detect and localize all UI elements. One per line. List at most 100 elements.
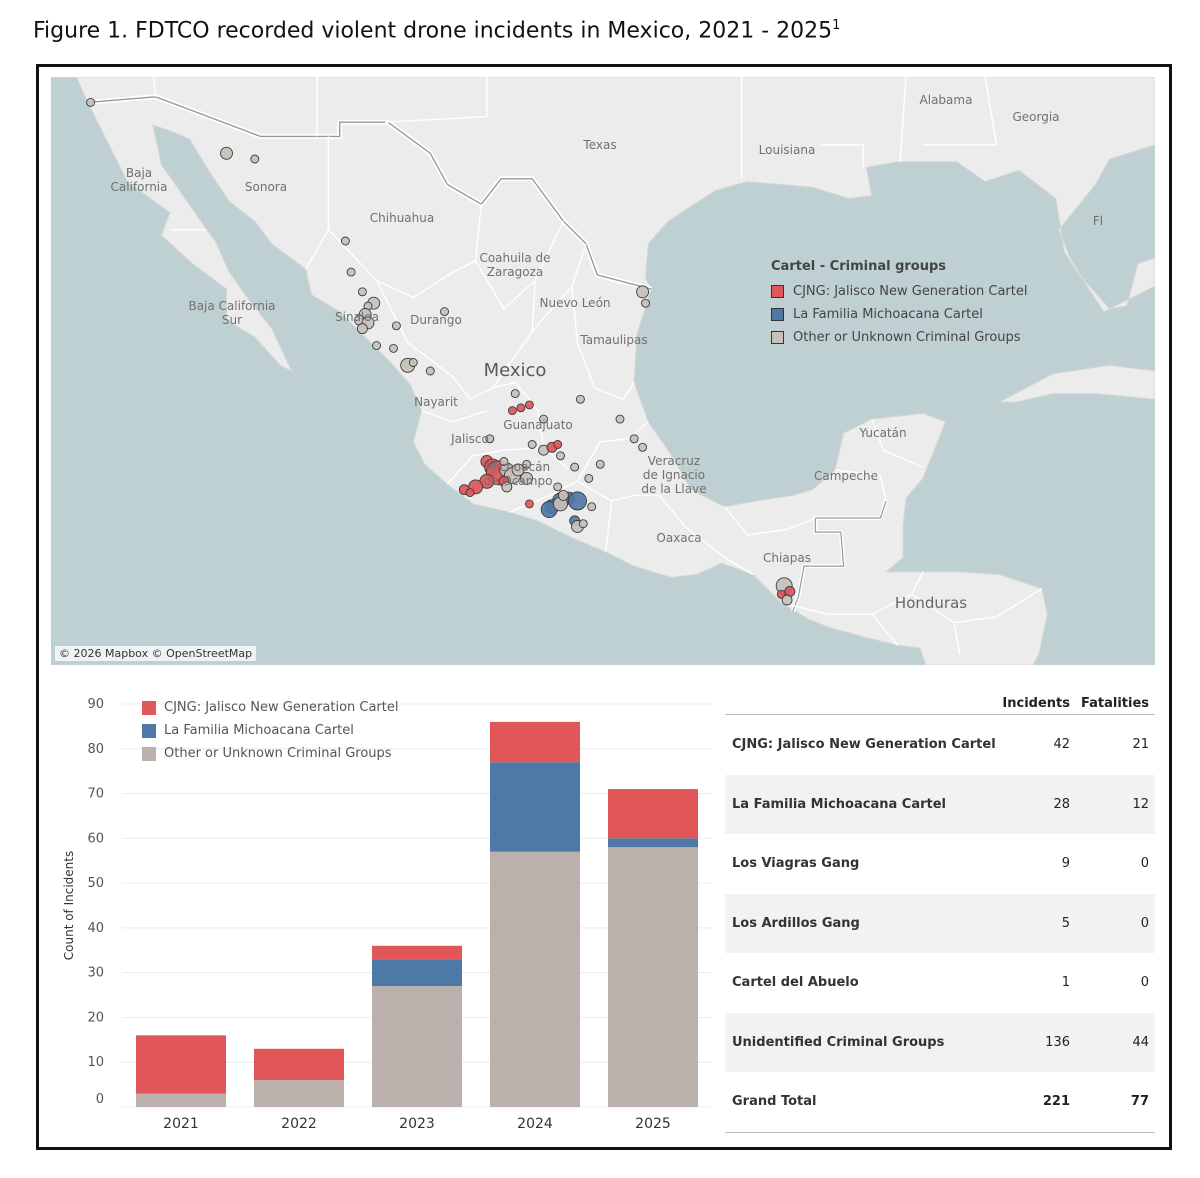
row-name: CJNG: Jalisco New Generation Cartel: [732, 737, 996, 752]
incident-marker-other: [584, 473, 594, 483]
map-label: Fl: [1092, 214, 1104, 228]
incident-marker-other: [629, 434, 639, 444]
bar-legend-item-other[interactable]: Other or Unknown Criminal Groups: [142, 742, 399, 765]
map-legend-label-cjng: CJNG: Jalisco New Generation Cartel: [793, 284, 1028, 299]
total-fatalities: 77: [1130, 1094, 1149, 1109]
y-tick-label: 80: [87, 742, 104, 757]
state-border: [835, 469, 887, 502]
incident-map[interactable]: Alabama Georgia Texas Louisiana Fl Baja Califo…: [51, 77, 1155, 665]
incident-marker-cjng: [553, 440, 563, 449]
state-border: [953, 622, 961, 654]
state-border: [384, 115, 487, 123]
table-row: CJNG: Jalisco New Generation Cartel 42 2…: [725, 715, 1155, 775]
map-legend-label-other: Other or Unknown Criminal Groups: [793, 330, 1021, 345]
incident-marker-cjng: [507, 406, 517, 416]
map-label: Mexico: [483, 360, 547, 381]
map-attribution[interactable]: © 2026 Mapbox © OpenStreetMap: [55, 646, 257, 661]
row-name: Unidentified Criminal Groups: [732, 1034, 945, 1050]
incident-marker-other: [570, 462, 580, 472]
map-label: Sonora: [244, 180, 288, 194]
map-legend-title: Cartel - Criminal groups: [771, 259, 947, 274]
incident-marker-other: [595, 459, 605, 469]
state-border: [659, 494, 754, 576]
bar-legend-label-other: Other or Unknown Criminal Groups: [164, 746, 392, 761]
map-label: Campeche: [813, 469, 879, 483]
table-header: Incidents Fatalities: [725, 690, 1155, 715]
state-border: [469, 280, 536, 400]
incident-marker-other: [501, 481, 513, 493]
map-legend: Cartel - Criminal groups CJNG: Jalisco N…: [771, 259, 1028, 349]
state-border: [474, 220, 565, 310]
map-label: Veracruz de Ignacio de la Llave: [641, 454, 707, 496]
incident-marker-cjng: [516, 403, 526, 413]
state-border: [781, 602, 898, 646]
map-legend-item-lfm[interactable]: La Familia Michoacana Cartel: [771, 303, 1028, 326]
state-border: [509, 480, 660, 513]
bar-legend-item-lfm[interactable]: La Familia Michoacana Cartel: [142, 719, 399, 742]
y-tick-label: 40: [87, 921, 104, 936]
bar-cjng-2024: [490, 721, 580, 763]
row-incidents: 5: [1061, 915, 1070, 931]
x-tick-label: 2021: [163, 1116, 199, 1132]
y-tick-label: 50: [87, 876, 104, 891]
state-border: [871, 418, 924, 468]
incident-marker-other: [408, 358, 418, 367]
incident-marker-other: [346, 267, 356, 277]
y-tick-label: 10: [87, 1055, 104, 1070]
row-fatalities: 0: [1140, 856, 1149, 871]
incident-marker-other: [86, 97, 96, 107]
incident-marker-cjng: [524, 499, 534, 509]
row-incidents: 42: [1053, 737, 1070, 752]
bar-legend-label-cjng: CJNG: Jalisco New Generation Cartel: [164, 700, 399, 715]
state-border: [594, 381, 635, 401]
map-label: Tamaulipas: [580, 333, 648, 347]
map-label: Nuevo León: [539, 296, 611, 310]
incident-marker-cjng: [524, 400, 534, 410]
incident-marker-other: [340, 236, 350, 246]
map-legend-item-other[interactable]: Other or Unknown Criminal Groups: [771, 326, 1028, 349]
incident-marker-other: [527, 440, 537, 449]
row-fatalities: 44: [1132, 1034, 1149, 1050]
map-label: Alabama: [919, 93, 973, 107]
bar-legend-swatch-lfm: [142, 723, 156, 738]
footnote-mark: 1: [832, 18, 841, 33]
incident-marker-other: [520, 471, 534, 485]
header-fatalities: Fatalities: [1080, 696, 1149, 711]
map-label: Georgia: [1012, 110, 1060, 124]
map-label: Louisiana: [758, 143, 816, 157]
map-legend-item-cjng[interactable]: CJNG: Jalisco New Generation Cartel: [771, 280, 1028, 303]
incident-marker-other: [372, 341, 381, 351]
total-incidents: 221: [1042, 1094, 1070, 1109]
incident-marker-lfm: [568, 491, 587, 511]
map-label: Yucatán: [859, 426, 907, 440]
map-label: Oaxaca: [656, 531, 702, 545]
row-fatalities: 0: [1140, 915, 1149, 931]
bar-other-2023: [372, 986, 462, 1107]
map-legend-swatch-other: [771, 331, 784, 344]
y-tick-label: 0: [96, 1092, 104, 1107]
bar-cjng-2025: [608, 789, 698, 839]
table-row: Cartel del Abuelo 1 0: [725, 953, 1155, 1013]
state-border: [911, 588, 1043, 624]
incident-marker-other: [575, 394, 585, 404]
table-total-row: Grand Total 221 77: [725, 1072, 1155, 1133]
table-row: Los Viagras Gang 9 0: [725, 834, 1155, 894]
state-border: [446, 446, 570, 485]
bar-cjng-2021: [136, 1035, 226, 1094]
incident-marker-other: [220, 146, 233, 160]
total-name: Grand Total: [732, 1094, 817, 1109]
state-border: [375, 280, 471, 400]
bar-other-2021: [136, 1093, 226, 1107]
bar-legend-item-cjng[interactable]: CJNG: Jalisco New Generation Cartel: [142, 696, 399, 719]
incident-marker-other: [636, 285, 650, 299]
map-label: Jalisco: [451, 432, 489, 446]
state-border: [492, 381, 545, 448]
incident-marker-other: [522, 459, 532, 469]
map-label: Chihuahua: [369, 211, 435, 225]
x-tick-label: 2025: [635, 1116, 671, 1132]
bar-legend-swatch-cjng: [142, 700, 156, 715]
incident-marker-other: [578, 519, 588, 529]
incident-marker-other: [356, 323, 368, 335]
land-cuba: [999, 364, 1155, 403]
map-label: Michoacán de Ocampo: [483, 460, 553, 488]
